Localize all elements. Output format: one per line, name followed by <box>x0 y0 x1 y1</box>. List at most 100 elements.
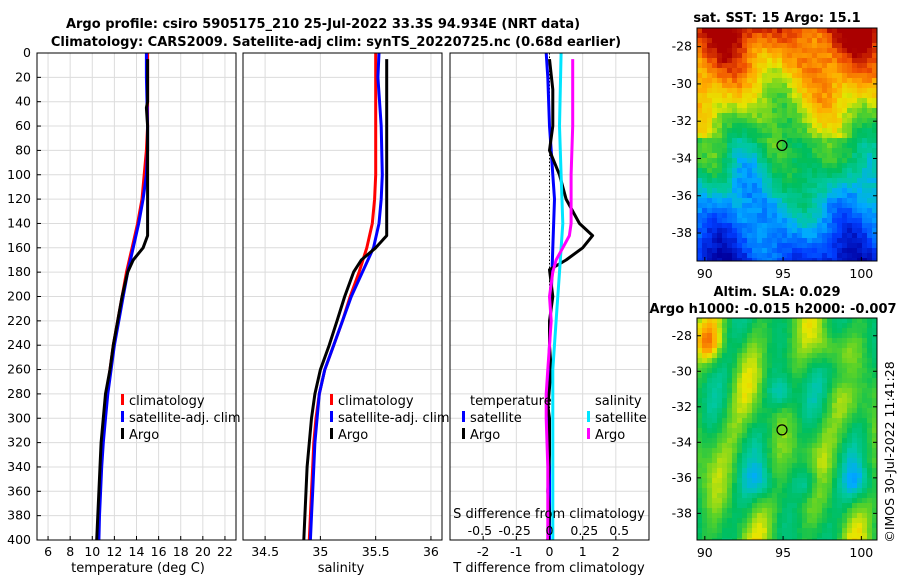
heatmap-cell <box>812 448 818 454</box>
heatmap-cell <box>837 353 843 359</box>
heatmap-cell <box>742 383 748 389</box>
heatmap-cell <box>827 478 833 484</box>
heatmap-cell <box>742 433 748 439</box>
heatmap-cell <box>747 68 753 74</box>
heatmap-cell <box>782 508 788 514</box>
heatmap-cell <box>852 408 858 414</box>
heatmap-cell <box>777 123 783 129</box>
heatmap-cell <box>737 333 743 339</box>
heatmap-cell <box>832 153 838 159</box>
heatmap-cell <box>832 48 838 54</box>
heatmap-cell <box>807 168 813 174</box>
heatmap-cell <box>842 148 848 154</box>
heatmap-cell <box>737 213 743 219</box>
heatmap-cell <box>762 73 768 79</box>
heatmap-cell <box>792 223 798 229</box>
heatmap-cell <box>867 523 873 529</box>
heatmap-cell <box>822 538 828 540</box>
heatmap-cell <box>712 103 718 109</box>
heatmap-cell <box>702 118 708 124</box>
heatmap-cell <box>817 448 823 454</box>
heatmap-cell <box>712 518 718 524</box>
heatmap-cell <box>747 348 753 354</box>
heatmap-cell <box>807 368 813 374</box>
x-tick-label: 10 <box>84 544 100 559</box>
heatmap-cell <box>767 388 773 394</box>
heatmap-cell <box>807 83 813 89</box>
heatmap-cell <box>817 503 823 509</box>
heatmap-cell <box>697 48 703 54</box>
heatmap-cell <box>862 168 868 174</box>
heatmap-cell <box>727 183 733 189</box>
heatmap-cell <box>697 58 703 64</box>
heatmap-cell <box>837 363 843 369</box>
heatmap-cell <box>737 448 743 454</box>
heatmap-cell <box>732 388 738 394</box>
heatmap-cell <box>707 173 713 179</box>
heatmap-cell <box>797 258 803 261</box>
heatmap-cell <box>722 483 728 489</box>
heatmap-cell <box>797 78 803 84</box>
heatmap-cell <box>782 258 788 261</box>
heatmap-cell <box>797 413 803 419</box>
heatmap-cell <box>837 523 843 529</box>
heatmap-cell <box>737 68 743 74</box>
heatmap-cell <box>872 183 877 189</box>
heatmap-cell <box>822 138 828 144</box>
heatmap-cell <box>832 78 838 84</box>
heatmap-cell <box>707 458 713 464</box>
heatmap-cell <box>852 58 858 64</box>
heatmap-cell <box>852 318 858 324</box>
heatmap-cell <box>857 523 863 529</box>
heatmap-cell <box>737 378 743 384</box>
heatmap-cell <box>732 508 738 514</box>
heatmap-cell <box>787 443 793 449</box>
heatmap-cell <box>827 418 833 424</box>
heatmap-cell <box>752 358 758 364</box>
heatmap-cell <box>742 203 748 209</box>
heatmap-cell <box>742 33 748 39</box>
heatmap-cell <box>862 368 868 374</box>
heatmap-cell <box>727 118 733 124</box>
sst-map-title: sat. SST: 15 Argo: 15.1 <box>693 11 860 26</box>
heatmap-cell <box>842 163 848 169</box>
heatmap-cell <box>742 143 748 149</box>
heatmap-cell <box>847 343 853 349</box>
heatmap-cell <box>767 148 773 154</box>
heatmap-cell <box>697 53 703 59</box>
heatmap-cell <box>717 228 723 234</box>
heatmap-cell <box>847 383 853 389</box>
heatmap-cell <box>847 338 853 344</box>
heatmap-cell <box>857 53 863 59</box>
heatmap-cell <box>867 58 873 64</box>
heatmap-cell <box>822 323 828 329</box>
heatmap-cell <box>822 328 828 334</box>
heatmap-cell <box>737 123 743 129</box>
heatmap-cell <box>737 58 743 64</box>
heatmap-cell <box>747 228 753 234</box>
heatmap-cell <box>762 493 768 499</box>
heatmap-cell <box>712 393 718 399</box>
heatmap-cell <box>857 478 863 484</box>
heatmap-cell <box>727 488 733 494</box>
heatmap-cell <box>852 43 858 49</box>
heatmap-cell <box>732 113 738 119</box>
heatmap-cell <box>822 183 828 189</box>
heatmap-cell <box>752 128 758 134</box>
heatmap-cell <box>727 383 733 389</box>
heatmap-cell <box>832 408 838 414</box>
heatmap-cell <box>757 343 763 349</box>
heatmap-cell <box>812 233 818 239</box>
heatmap-cell <box>837 533 843 539</box>
heatmap-cell <box>767 68 773 74</box>
heatmap-cell <box>767 98 773 104</box>
heatmap-cell <box>727 478 733 484</box>
heatmap-cell <box>817 413 823 419</box>
heatmap-cell <box>717 53 723 59</box>
heatmap-cell <box>742 123 748 129</box>
heatmap-cell <box>752 168 758 174</box>
heatmap-cell <box>777 323 783 329</box>
heatmap-cell <box>712 58 718 64</box>
heatmap-cell <box>842 428 848 434</box>
heatmap-cell <box>832 243 838 249</box>
